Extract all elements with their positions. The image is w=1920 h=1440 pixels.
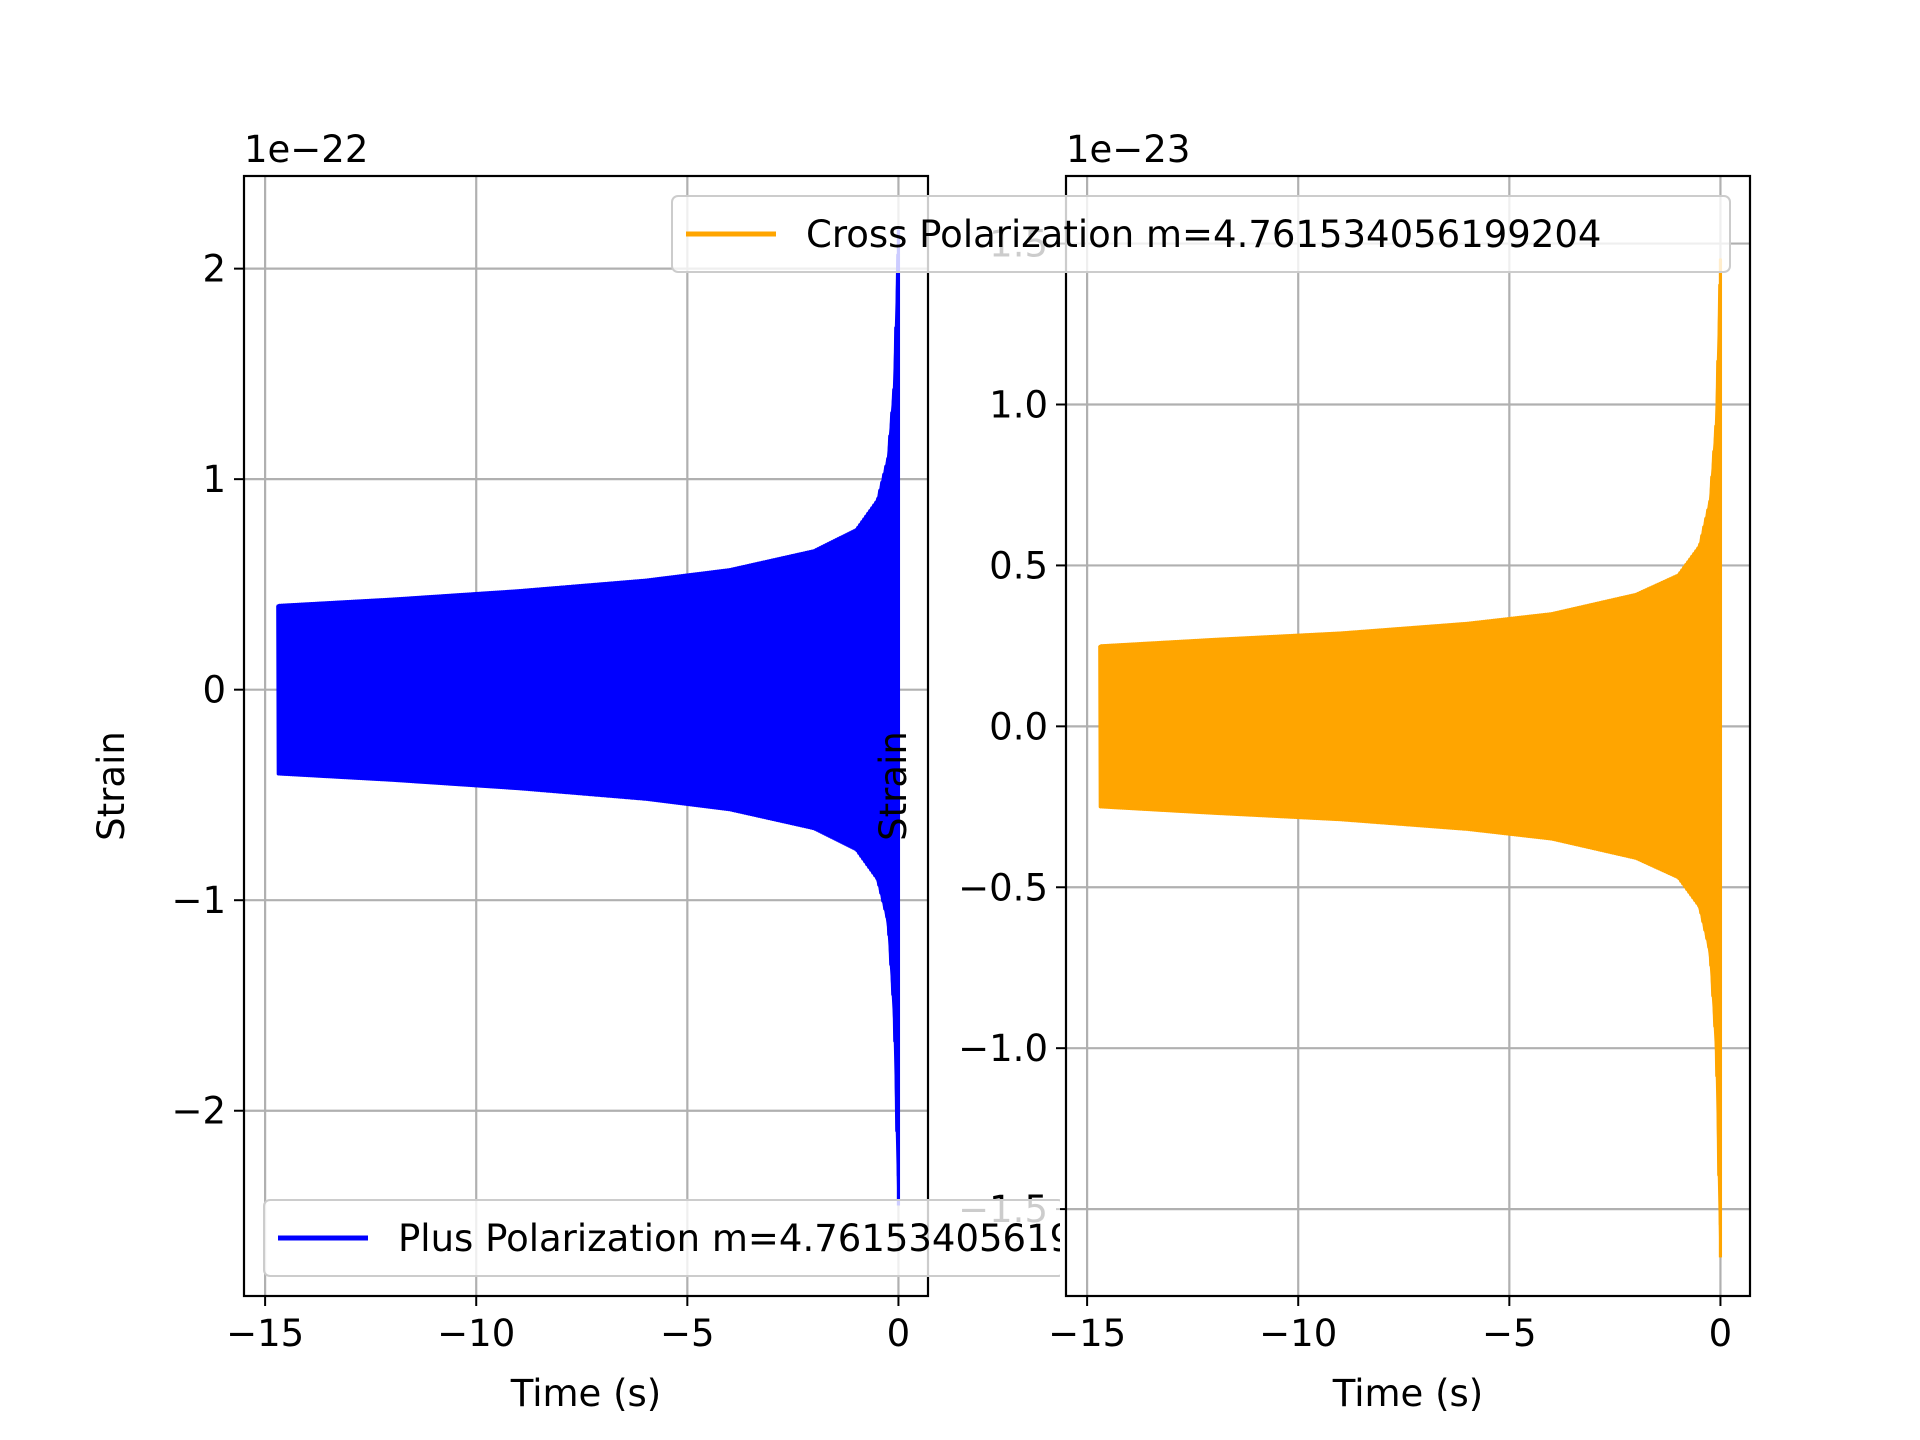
x-axis-label: Time (s)	[510, 1372, 661, 1415]
y-tick-label: 1	[202, 458, 226, 501]
x-tick-label: −15	[1048, 1312, 1126, 1355]
x-tick-label: −5	[1482, 1312, 1537, 1355]
y-tick-label: −0.5	[958, 866, 1048, 909]
x-tick-label: −10	[437, 1312, 515, 1355]
x-tick-label: −15	[226, 1312, 304, 1355]
cross-polarization-body	[1098, 285, 1722, 1258]
y-tick-label: 0.0	[989, 705, 1048, 748]
y-tick-label: 2	[202, 248, 226, 291]
y-tick-label: 0.5	[989, 544, 1048, 587]
cross-legend: Cross Polarization m=4.761534056199204	[671, 195, 1731, 273]
x-tick-label: −10	[1259, 1312, 1337, 1355]
x-axis-label: Time (s)	[1332, 1372, 1483, 1415]
y-tick-label: −2	[171, 1090, 226, 1133]
y-tick-label: −1	[171, 879, 226, 922]
legend-label: Cross Polarization m=4.761534056199204	[806, 213, 1601, 256]
legend-box	[263, 1199, 1060, 1277]
y-axis-label: Strain	[90, 731, 133, 841]
plus-legend: Plus Polarization m=4.761534056199204	[263, 1199, 1167, 1277]
y-axis-label: Strain	[872, 731, 915, 841]
cross-polarization-series	[1098, 258, 1723, 1258]
y-tick-label: 0	[202, 669, 226, 712]
axes-frame	[1064, 174, 1752, 1298]
y-tick-label: 1.0	[989, 384, 1048, 427]
y-offset-label: 1e−23	[1066, 128, 1190, 171]
axes-frame	[242, 174, 930, 1298]
x-tick-label: 0	[887, 1312, 911, 1355]
legend-label: Plus Polarization m=4.761534056199204	[398, 1217, 1167, 1260]
x-tick-label: 0	[1709, 1312, 1733, 1355]
legend-box	[671, 195, 1731, 273]
x-tick-label: −5	[660, 1312, 715, 1355]
y-offset-label: 1e−22	[244, 128, 368, 171]
y-tick-label: −1.0	[958, 1027, 1048, 1070]
